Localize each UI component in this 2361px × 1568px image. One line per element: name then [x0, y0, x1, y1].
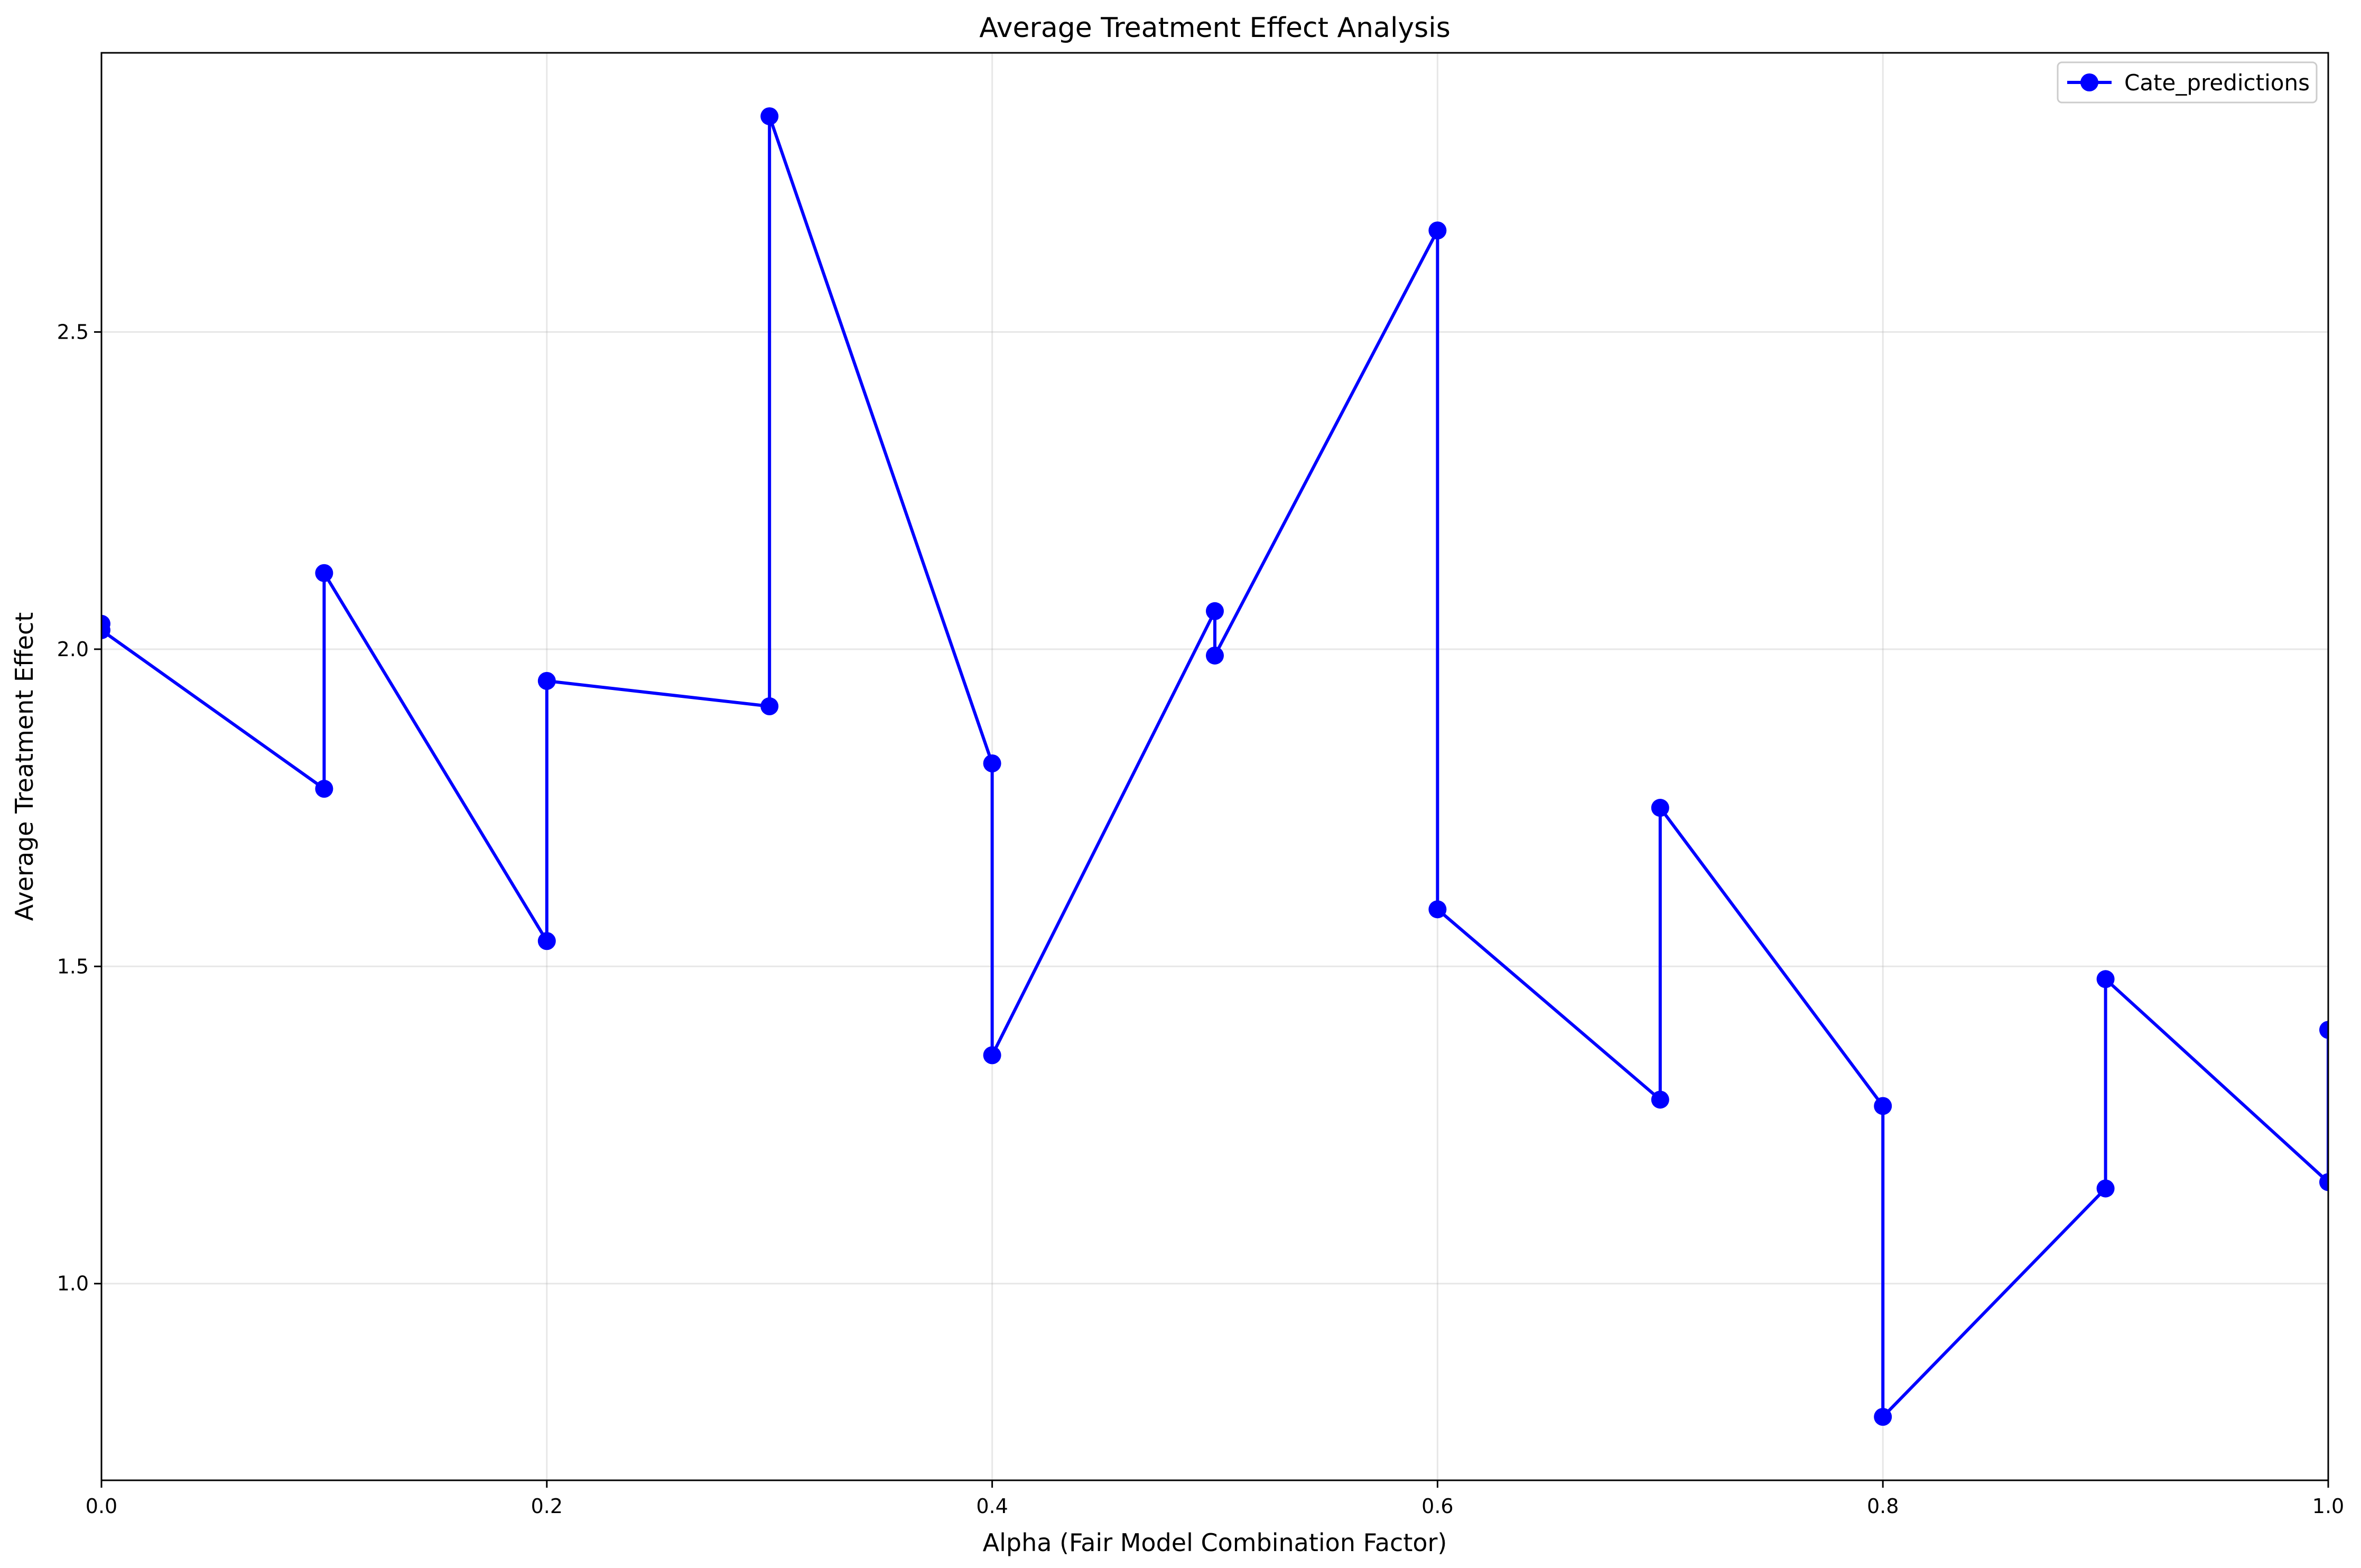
- y-tick-label: 1.0: [57, 1272, 89, 1295]
- data-point: [760, 107, 779, 126]
- data-point: [1651, 799, 1669, 817]
- x-tick-label: 0.8: [1867, 1495, 1899, 1518]
- data-point: [1428, 221, 1447, 240]
- data-point: [2319, 1021, 2328, 1039]
- data-point: [2096, 1179, 2115, 1198]
- data-point: [760, 697, 779, 715]
- data-point: [1651, 1090, 1669, 1109]
- data-point: [537, 932, 556, 950]
- x-tick-label: 1.0: [2312, 1495, 2344, 1518]
- y-axis-label: Average Treatment Effect: [10, 612, 39, 921]
- legend-label: Cate_predictions: [2124, 70, 2310, 96]
- data-point: [315, 564, 333, 582]
- x-tick-label: 0.0: [86, 1495, 117, 1518]
- data-point: [1206, 646, 1224, 665]
- data-point: [1206, 602, 1224, 620]
- series-line: [101, 115, 2328, 1418]
- x-tick-label: 0.4: [976, 1495, 1008, 1518]
- data-point: [1874, 1097, 1892, 1115]
- data-point: [1428, 900, 1447, 919]
- chart-title: Average Treatment Effect Analysis: [979, 12, 1451, 44]
- x-tick-label: 0.2: [531, 1495, 563, 1518]
- data-point: [101, 621, 110, 639]
- x-tick-label: 0.6: [1421, 1495, 1453, 1518]
- y-tick-label: 1.5: [57, 955, 89, 978]
- data-point: [1874, 1407, 1892, 1426]
- x-axis-label: Alpha (Fair Model Combination Factor): [983, 1528, 1447, 1557]
- axes-frame: [100, 52, 2329, 1481]
- data-point: [2096, 970, 2115, 988]
- y-tick-label: 2.0: [57, 638, 89, 661]
- data-point: [315, 780, 333, 798]
- data-point: [2319, 1173, 2328, 1191]
- legend: Cate_predictions: [2057, 61, 2318, 104]
- series-layer: [101, 107, 2328, 1426]
- data-point: [983, 1046, 1001, 1065]
- data-point: [537, 671, 556, 690]
- legend-marker: [2080, 73, 2098, 91]
- data-point: [983, 754, 1001, 772]
- ticks: 0.0 0.2 0.4 0.6 0.8 1.0 1.0 1.5 2.0 2.5: [57, 320, 2345, 1518]
- y-tick-label: 2.5: [57, 320, 89, 343]
- legend-box: [2057, 61, 2318, 104]
